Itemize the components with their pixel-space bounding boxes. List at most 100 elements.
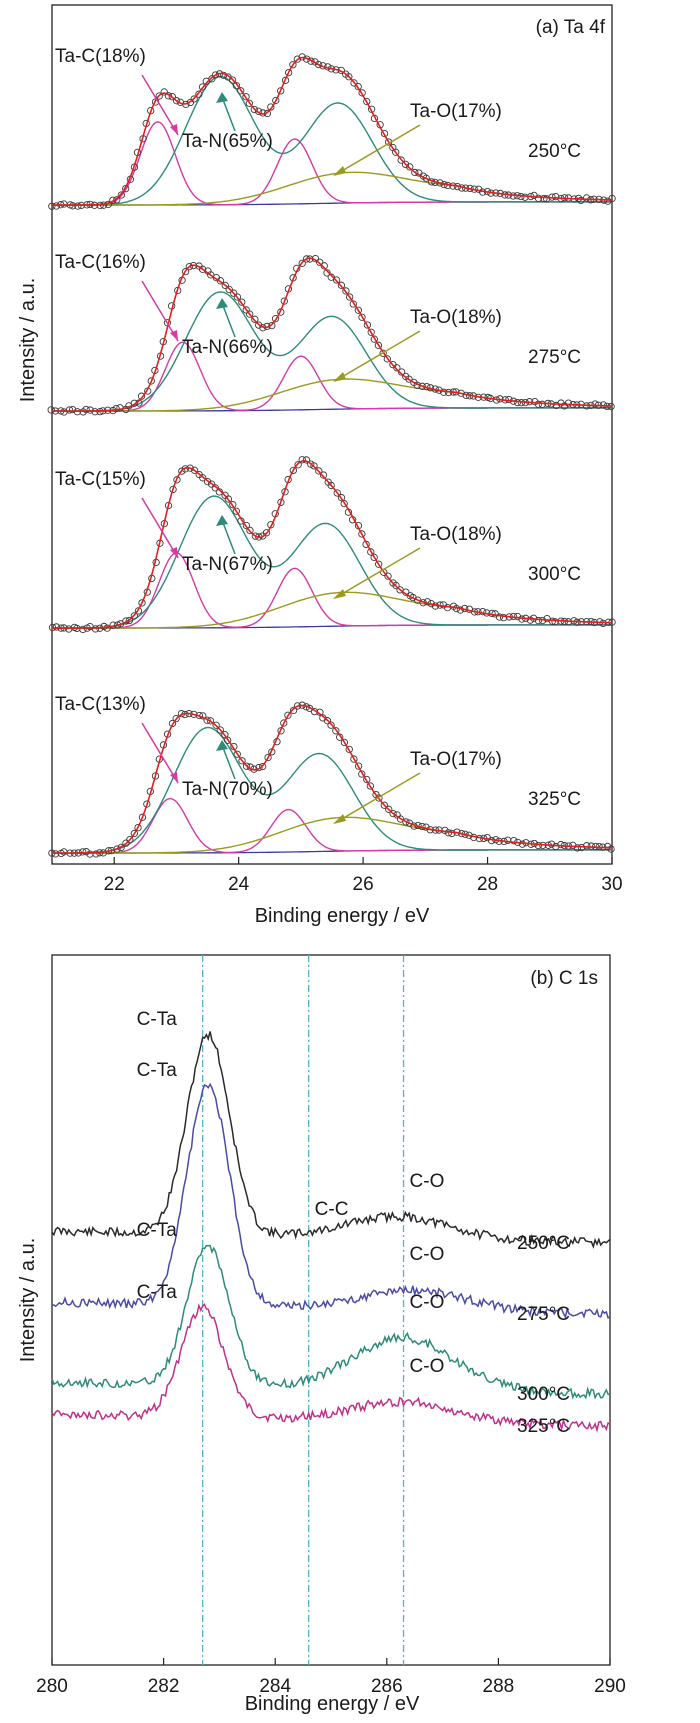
data-point: [319, 471, 328, 479]
x-tick-label-26: 26: [353, 874, 374, 895]
data-point: [495, 613, 504, 621]
data-point: [109, 196, 117, 204]
ta-n-arrowhead: [216, 515, 228, 526]
data-point: [223, 736, 232, 744]
annotation-ta-o: Ta-O(18%): [410, 524, 502, 545]
data-point: [51, 850, 60, 858]
data-point: [367, 328, 375, 336]
data-point: [251, 532, 260, 540]
data-point: [599, 619, 607, 628]
data-point: [552, 842, 560, 851]
data-point: [242, 521, 251, 530]
temperature-label: 325°C: [528, 789, 581, 810]
data-point: [225, 285, 233, 294]
data-point: [233, 750, 241, 758]
data-point: [207, 480, 216, 488]
fit-envelope: [52, 56, 613, 206]
ta-c-arrow: [141, 74, 179, 136]
data-point: [440, 388, 448, 396]
data-point: [379, 349, 387, 357]
data-point: [587, 842, 595, 850]
ta-n-arrow: [221, 302, 236, 338]
ta-c-arrow: [141, 497, 179, 559]
data-point: [195, 90, 203, 98]
x-tick-label-280: 280: [36, 1676, 68, 1697]
panel-b-x-axis-title: Binding energy / eV: [245, 1693, 420, 1715]
data-point: [392, 581, 400, 590]
data-point: [327, 721, 335, 729]
data-point: [117, 843, 125, 852]
data-point: [349, 300, 357, 308]
data-point: [245, 99, 253, 107]
data-point: [402, 818, 410, 826]
data-point: [375, 560, 383, 568]
data-point: [221, 731, 229, 739]
annotation-ta-n: Ta-N(67%): [182, 554, 273, 575]
ta-n-arrow: [221, 96, 236, 132]
data-point: [92, 850, 100, 858]
data-point: [185, 263, 193, 271]
data-point: [284, 711, 292, 719]
panel-b-annotations: C-Ta C-O 250°C C-Ta C-O 275°C C-Ta C-O 300°C C-Ta…: [137, 1009, 570, 1437]
temperature-label: 300°C: [528, 564, 581, 585]
data-point: [332, 276, 341, 284]
data-point: [396, 815, 405, 823]
data-point: [284, 68, 293, 77]
annotation-c-ta: C-Ta: [137, 1282, 178, 1303]
ta-o-arrow: [334, 547, 421, 599]
data-point: [383, 355, 391, 363]
data-point: [254, 107, 263, 115]
data-point: [375, 794, 383, 802]
data-point: [518, 840, 527, 848]
data-point: [363, 775, 371, 784]
annotation-c-ta: C-Ta: [137, 1220, 178, 1241]
data-point: [505, 395, 513, 404]
data-point: [302, 456, 311, 464]
data-point: [190, 466, 199, 474]
data-point: [280, 719, 288, 727]
spectrum-300°C: [48, 456, 616, 634]
panel-a-x-axis-title: Binding energy / eV: [255, 905, 430, 927]
ta-o-arrowhead: [333, 814, 346, 824]
ta-o-component: [52, 816, 612, 854]
spectrum-250°C: [48, 53, 616, 210]
data-point: [130, 829, 138, 838]
x-tick-label-282: 282: [148, 1676, 180, 1697]
panel-b-spectra: [51, 1031, 611, 1433]
ta-n-arrow: [221, 519, 236, 555]
data-point: [125, 616, 134, 625]
panel-b-y-axis-title: Intensity / a.u.: [17, 1238, 39, 1363]
annotation-c-o: C-O: [410, 1171, 445, 1192]
data-point: [138, 813, 147, 821]
data-point: [272, 96, 280, 105]
data-point: [289, 61, 297, 69]
data-point: [370, 553, 378, 562]
data-point: [258, 762, 267, 771]
data-point: [86, 406, 94, 414]
data-point: [203, 477, 212, 486]
data-point: [534, 400, 543, 408]
data-point: [538, 400, 546, 408]
data-point: [551, 618, 559, 626]
data-point: [198, 83, 207, 91]
annotation-ta-n: Ta-N(70%): [182, 779, 273, 800]
data-point: [155, 92, 163, 100]
data-point: [521, 193, 529, 201]
panel-b-x-ticks: 280 282 284 286 288 290: [36, 1658, 626, 1697]
fit-envelope: [52, 459, 612, 629]
data-point: [298, 456, 306, 464]
data-point: [380, 801, 388, 809]
data-point: [591, 400, 599, 408]
data-point: [607, 845, 615, 853]
data-point: [172, 97, 181, 105]
data-point: [237, 87, 245, 95]
data-point: [134, 823, 142, 832]
panel-b-frame: [51, 954, 611, 1666]
data-point: [117, 191, 126, 199]
data-point: [82, 405, 90, 414]
data-point: [557, 840, 565, 849]
data-point: [345, 73, 353, 81]
data-point: [280, 297, 288, 305]
data-point: [242, 762, 251, 770]
data-point: [224, 495, 233, 503]
